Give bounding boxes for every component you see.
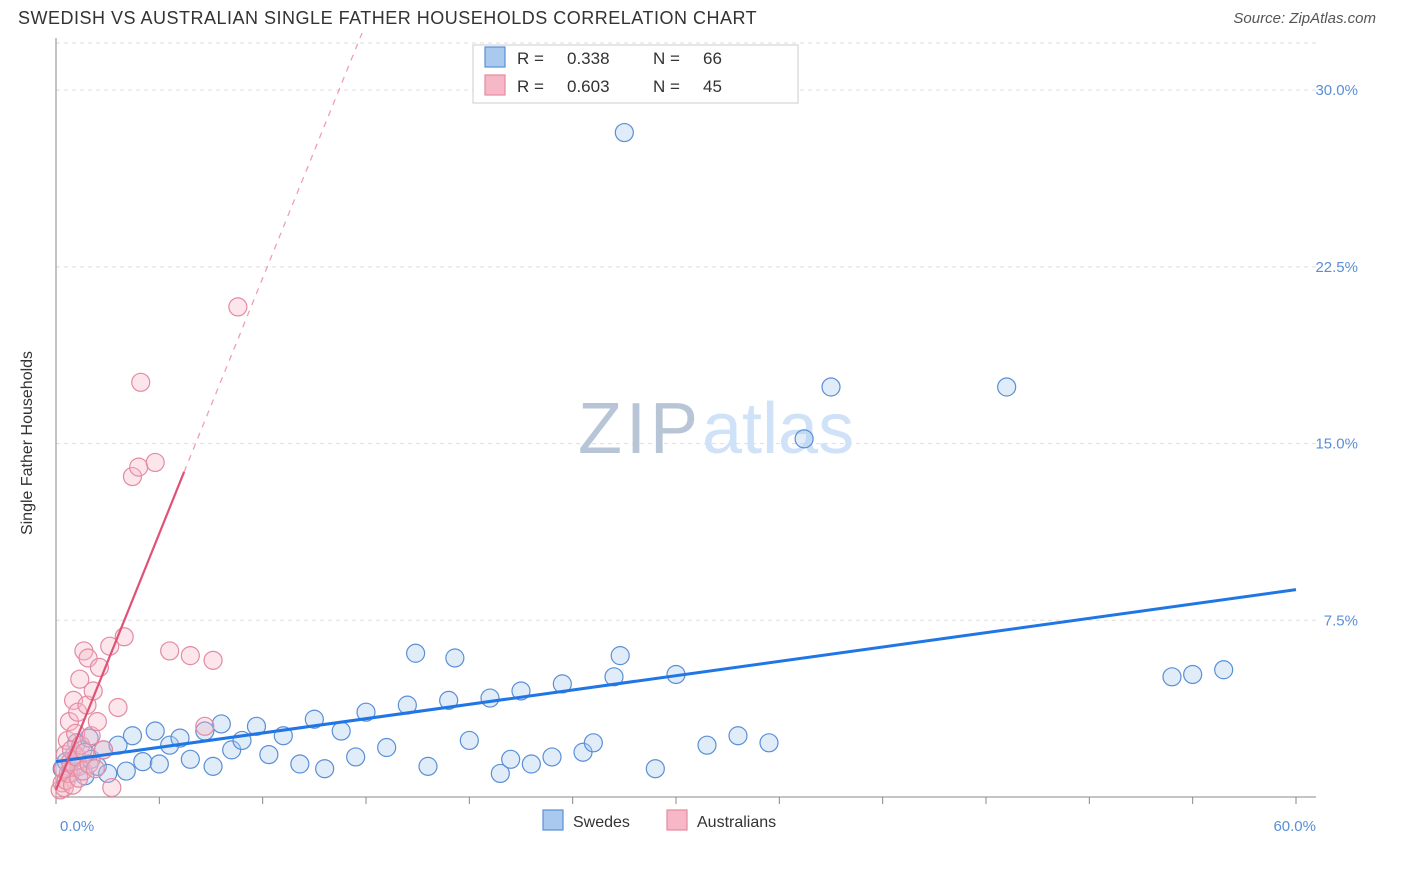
swedes-point <box>378 739 396 757</box>
australians-point <box>132 373 150 391</box>
swedes-point <box>134 753 152 771</box>
swedes-point <box>460 731 478 749</box>
swedes-point <box>522 755 540 773</box>
svg-text:0.0%: 0.0% <box>60 818 94 835</box>
australians-point <box>86 760 104 778</box>
swedes-point <box>1184 665 1202 683</box>
swedes-point <box>181 750 199 768</box>
swedes-point <box>150 755 168 773</box>
source-name[interactable]: ZipAtlas.com <box>1289 10 1376 27</box>
australians-point <box>109 698 127 716</box>
swedes-point <box>502 750 520 768</box>
australians-trendline-extrapolated <box>184 33 387 472</box>
svg-text:60.0%: 60.0% <box>1273 818 1316 835</box>
bottom-legend-label: Swedes <box>573 814 630 831</box>
swedes-point <box>260 746 278 764</box>
swedes-point <box>212 715 230 733</box>
swedes-point <box>760 734 778 752</box>
svg-text:22.5%: 22.5% <box>1315 259 1358 276</box>
swedes-point <box>646 760 664 778</box>
legend-n-label: N = <box>653 49 680 68</box>
chart-header: SWEDISH VS AUSTRALIAN SINGLE FATHER HOUS… <box>0 0 1406 33</box>
source-label: Source: <box>1233 10 1285 27</box>
scatter-chart-svg: ZIPatlas 0.0% 60.0% 7.5% 15.0% 22.5% 30.0% R = 0… <box>18 33 1386 853</box>
australians-point <box>161 642 179 660</box>
swedes-point <box>584 734 602 752</box>
svg-text:ZIPatlas: ZIPatlas <box>578 389 854 469</box>
australians-point <box>88 713 106 731</box>
legend-n-value: 45 <box>703 77 722 96</box>
swedes-point <box>615 124 633 142</box>
swedes-point <box>481 689 499 707</box>
bottom-legend-swatch <box>667 810 687 830</box>
legend-r-value: 0.603 <box>567 77 610 96</box>
australians-point <box>204 651 222 669</box>
australians-point <box>103 779 121 797</box>
swedes-point <box>1163 668 1181 686</box>
swedes-point <box>123 727 141 745</box>
legend-r-label: R = <box>517 77 544 96</box>
swedes-point <box>729 727 747 745</box>
australians-point <box>229 298 247 316</box>
swedes-point <box>611 647 629 665</box>
swedes-point <box>117 762 135 780</box>
australians-point <box>196 717 214 735</box>
swedes-point <box>347 748 365 766</box>
legend-n-value: 66 <box>703 49 722 68</box>
chart-title: SWEDISH VS AUSTRALIAN SINGLE FATHER HOUS… <box>18 8 757 29</box>
swedes-point <box>998 378 1016 396</box>
swedes-point <box>204 757 222 775</box>
swedes-point <box>1215 661 1233 679</box>
y-axis-label: Single Father Households <box>19 351 37 535</box>
swedes-point <box>407 644 425 662</box>
legend-swatch <box>485 75 505 95</box>
svg-text:30.0%: 30.0% <box>1315 82 1358 99</box>
swedes-point <box>543 748 561 766</box>
swedes-point <box>795 430 813 448</box>
legend-r-label: R = <box>517 49 544 68</box>
swedes-point <box>698 736 716 754</box>
bottom-legend-swatch <box>543 810 563 830</box>
swedes-point <box>316 760 334 778</box>
legend-swatch <box>485 47 505 67</box>
swedes-point <box>822 378 840 396</box>
swedes-point <box>291 755 309 773</box>
swedes-trendline <box>56 590 1296 762</box>
australians-point <box>146 453 164 471</box>
swedes-point <box>146 722 164 740</box>
swedes-point <box>419 757 437 775</box>
svg-text:7.5%: 7.5% <box>1324 612 1358 629</box>
swedes-point <box>332 722 350 740</box>
legend-n-label: N = <box>653 77 680 96</box>
svg-text:15.0%: 15.0% <box>1315 436 1358 453</box>
australians-point <box>130 458 148 476</box>
chart-wrapper: Single Father Households ZIPatlas 0.0% 60.… <box>18 33 1386 853</box>
chart-source: Source: ZipAtlas.com <box>1233 10 1376 27</box>
legend-r-value: 0.338 <box>567 49 610 68</box>
bottom-legend-label: Australians <box>697 814 776 831</box>
australians-point <box>181 647 199 665</box>
swedes-point <box>446 649 464 667</box>
